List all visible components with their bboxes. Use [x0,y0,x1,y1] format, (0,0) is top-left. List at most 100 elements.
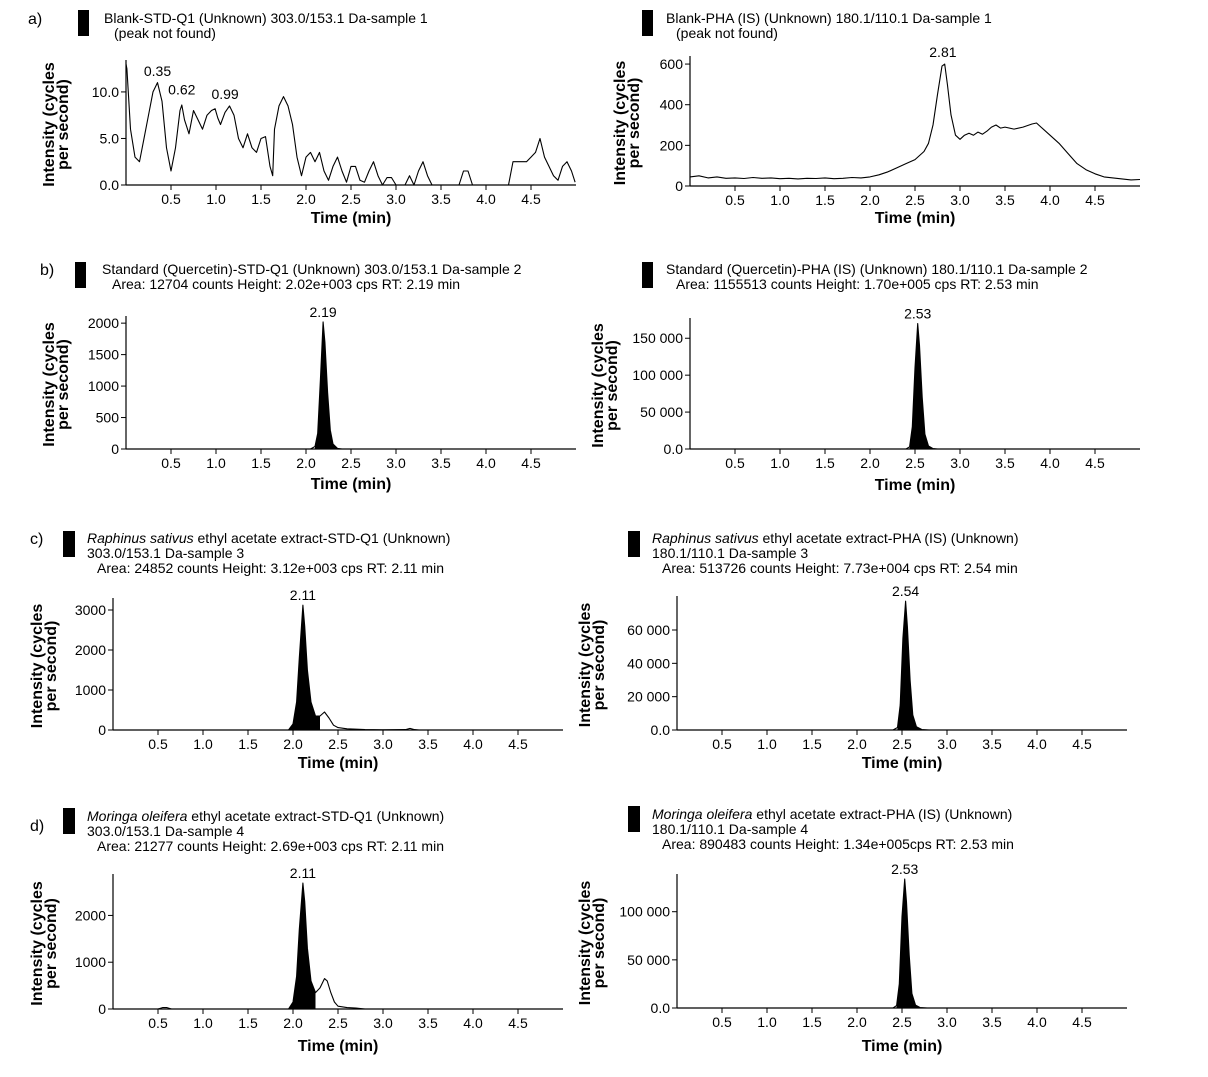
y-tick-label: 60 000 [627,622,670,638]
x-tick-label: 3.0 [937,1014,957,1030]
chart-title-line: Raphinus sativus ethyl acetate extract-P… [652,530,1019,546]
x-tick-label: 1.0 [770,455,790,471]
y-tick-label: 1000 [75,954,106,970]
y-tick-label: 1000 [88,378,119,394]
panel-d: d) Moringa oleifera ethyl acetate extract… [29,806,1127,1055]
x-tick-label: 4.0 [1040,455,1060,471]
panel-a: a) Blank-STD-Q1 (Unknown) 303.0/153.1 Da-… [28,10,1141,227]
x-tick-label: 4.5 [508,736,528,752]
x-tick-label: 4.0 [1040,192,1060,208]
x-tick-label: 0.5 [148,1015,168,1031]
y-tick-label: 50 000 [627,952,670,968]
x-tick-label: 1.0 [193,736,213,752]
x-tick-label: 4.0 [476,191,496,207]
y-tick-label: 0 [98,1001,106,1017]
chart-title-line: Blank-STD-Q1 (Unknown) 303.0/153.1 Da-sa… [104,10,428,26]
x-tick-label: 1.5 [238,1015,258,1031]
x-tick-label: 2.5 [905,455,925,471]
x-tick-label: 4.0 [1027,1014,1047,1030]
x-tick-label: 3.5 [995,455,1015,471]
x-tick-label: 2.0 [296,455,316,471]
y-axis-label: Intensity (cyclesper second) [41,322,72,447]
y-axis-label: Intensity (cyclesper second) [577,881,608,1006]
y-axis-label: Intensity (cyclesper second) [612,61,643,186]
y-tick-label: 0.0 [651,722,671,738]
integrated-peak-area [315,321,342,449]
chart-title-line: Area: 12704 counts Height: 2.02e+003 cps… [112,276,460,292]
chart-title-line: Area: 513726 counts Height: 7.73e+004 cp… [662,560,1018,576]
trace-legend-swatch [642,262,653,288]
x-tick-label: 4.5 [1072,736,1092,752]
x-tick-label: 3.5 [431,191,451,207]
peak-rt-label: 0.35 [144,63,171,79]
panel-c: c) Raphinus sativus ethyl acetate extract… [29,530,1127,772]
x-tick-label: 0.5 [725,192,745,208]
panel-b: b) Standard (Quercetin)-STD-Q1 (Unknown) … [40,261,1140,494]
x-tick-label: 3.0 [950,455,970,471]
x-tick-label: 4.5 [521,191,541,207]
y-tick-label: 10.0 [92,84,119,100]
x-tick-label: 4.0 [463,1015,483,1031]
chart-title-line: Moringa oleifera ethyl acetate extract-S… [87,808,444,824]
chart-d-pha-is: Moringa oleifera ethyl acetate extract-P… [577,806,1127,1055]
integrated-peak-area [288,883,316,1009]
x-tick-label: 3.0 [937,736,957,752]
x-axis-label: Time (min) [311,476,392,493]
peak-rt-label: 2.53 [904,305,931,321]
integrated-peak-area [288,605,320,730]
y-tick-label: 2000 [88,315,119,331]
trace-legend-swatch [75,262,86,288]
x-tick-label: 1.0 [193,1015,213,1031]
panel-letter-c: c) [30,531,43,548]
y-tick-label: 0 [675,178,683,194]
chart-title-line: Area: 24852 counts Height: 3.12e+003 cps… [97,560,444,576]
chromatogram-trace [113,604,563,731]
x-tick-label: 4.0 [476,455,496,471]
y-tick-label: 1000 [75,682,106,698]
trace-legend-swatch [642,10,653,36]
x-axis-label: Time (min) [298,755,379,772]
trace-legend-swatch [78,10,89,36]
panel-letter-b: b) [40,262,54,279]
chart-b-pha-is: Standard (Quercetin)-PHA (IS) (Unknown) … [590,261,1140,494]
x-tick-label: 1.0 [770,192,790,208]
x-tick-label: 0.5 [161,455,181,471]
x-axis-label: Time (min) [862,755,943,772]
y-axis-label: Intensity (cyclesper second) [29,604,60,729]
chart-title-line: 180.1/110.1 Da-sample 4 [652,821,808,837]
x-tick-label: 2.5 [892,1014,912,1030]
x-tick-label: 1.5 [238,736,258,752]
x-tick-label: 4.5 [1085,192,1105,208]
x-tick-label: 2.0 [283,1015,303,1031]
y-tick-label: 50 000 [640,404,683,420]
chart-b-std-q1: Standard (Quercetin)-STD-Q1 (Unknown) 30… [41,261,576,493]
x-tick-label: 2.0 [283,736,303,752]
trace-legend-swatch [63,808,75,834]
x-tick-label: 2.0 [296,191,316,207]
chart-c-std-q1: Raphinus sativus ethyl acetate extract-S… [29,530,563,772]
x-tick-label: 4.5 [1072,1014,1092,1030]
y-tick-label: 0.0 [664,441,684,457]
y-tick-label: 500 [96,410,120,426]
x-tick-label: 1.0 [757,736,777,752]
chart-a-pha-is: Blank-PHA (IS) (Unknown) 180.1/110.1 Da-… [612,10,1141,227]
chart-title-line: 303.0/153.1 Da-sample 3 [87,545,244,561]
x-tick-label: 3.5 [418,736,438,752]
panel-letter-d: d) [30,818,44,835]
x-tick-label: 3.0 [373,736,393,752]
chart-d-std-q1: Moringa oleifera ethyl acetate extract-S… [29,808,563,1055]
peak-rt-label: 0.62 [168,81,195,97]
y-tick-label: 100 000 [619,904,670,920]
x-tick-label: 1.0 [757,1014,777,1030]
y-tick-label: 40 000 [627,655,670,671]
y-tick-label: 20 000 [627,689,670,705]
y-tick-label: 0.0 [651,1000,671,1016]
x-tick-label: 0.5 [712,1014,732,1030]
x-tick-label: 3.0 [386,455,406,471]
x-tick-label: 1.5 [251,191,271,207]
y-tick-label: 200 [660,137,684,153]
y-axis-label: Intensity (cyclesper second) [577,603,608,728]
trace-legend-swatch [63,531,75,557]
x-tick-label: 1.5 [815,455,835,471]
